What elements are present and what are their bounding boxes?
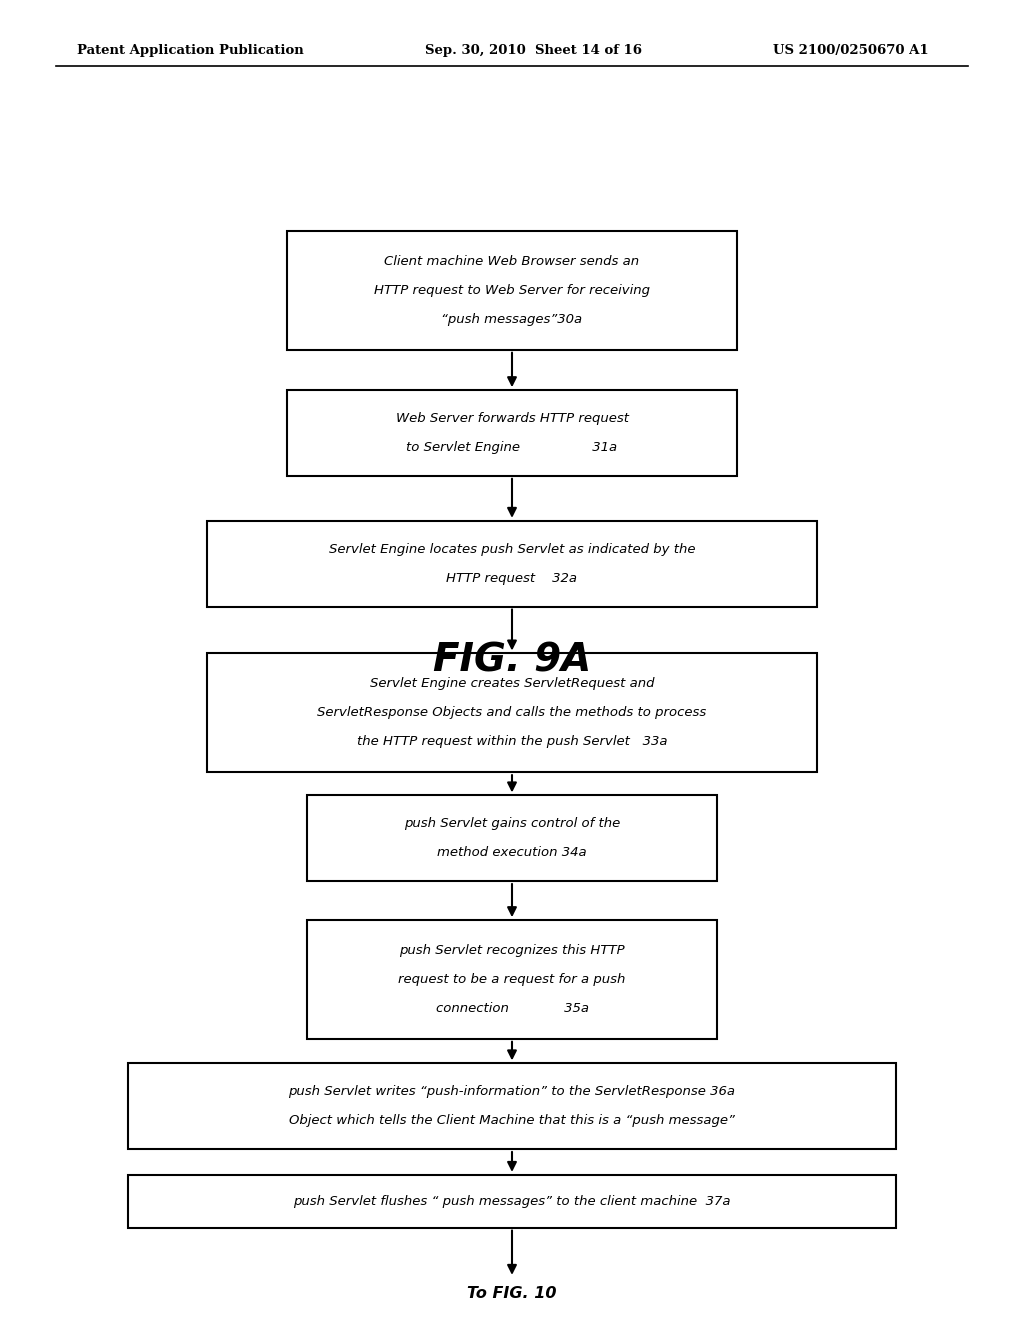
Text: Servlet Engine creates ServletRequest and: Servlet Engine creates ServletRequest an…	[370, 677, 654, 690]
Text: Patent Application Publication: Patent Application Publication	[77, 44, 303, 57]
Bar	[307, 920, 717, 1039]
Text: “push messages”30a: “push messages”30a	[441, 313, 583, 326]
Text: Client machine Web Browser sends an: Client machine Web Browser sends an	[384, 255, 640, 268]
Bar	[307, 795, 717, 882]
Bar	[287, 389, 737, 475]
Bar	[287, 231, 737, 350]
Bar	[128, 1064, 896, 1148]
Text: request to be a request for a push: request to be a request for a push	[398, 973, 626, 986]
Text: To FIG. 10: To FIG. 10	[467, 1286, 557, 1300]
Text: push Servlet writes “push-information” to the ServletResponse 36a: push Servlet writes “push-information” t…	[289, 1085, 735, 1098]
Text: US 2100/0250670 A1: US 2100/0250670 A1	[773, 44, 929, 57]
Bar	[128, 1175, 896, 1228]
Text: connection             35a: connection 35a	[435, 1002, 589, 1015]
Text: to Servlet Engine                 31a: to Servlet Engine 31a	[407, 441, 617, 454]
Text: Object which tells the Client Machine that this is a “push message”: Object which tells the Client Machine th…	[289, 1114, 735, 1127]
Text: Sep. 30, 2010  Sheet 14 of 16: Sep. 30, 2010 Sheet 14 of 16	[425, 44, 642, 57]
Text: push Servlet flushes “ push messages” to the client machine  37a: push Servlet flushes “ push messages” to…	[293, 1195, 731, 1208]
Text: Web Server forwards HTTP request: Web Server forwards HTTP request	[395, 412, 629, 425]
Text: push Servlet recognizes this HTTP: push Servlet recognizes this HTTP	[399, 944, 625, 957]
Text: HTTP request to Web Server for receiving: HTTP request to Web Server for receiving	[374, 284, 650, 297]
Text: the HTTP request within the push Servlet   33a: the HTTP request within the push Servlet…	[356, 735, 668, 748]
Text: FIG. 9A: FIG. 9A	[433, 642, 591, 678]
Bar	[207, 521, 817, 607]
Text: HTTP request    32a: HTTP request 32a	[446, 572, 578, 585]
Bar	[207, 653, 817, 772]
Text: method execution 34a: method execution 34a	[437, 846, 587, 859]
Text: ServletResponse Objects and calls the methods to process: ServletResponse Objects and calls the me…	[317, 706, 707, 719]
Text: Servlet Engine locates push Servlet as indicated by the: Servlet Engine locates push Servlet as i…	[329, 543, 695, 556]
Text: push Servlet gains control of the: push Servlet gains control of the	[403, 817, 621, 830]
